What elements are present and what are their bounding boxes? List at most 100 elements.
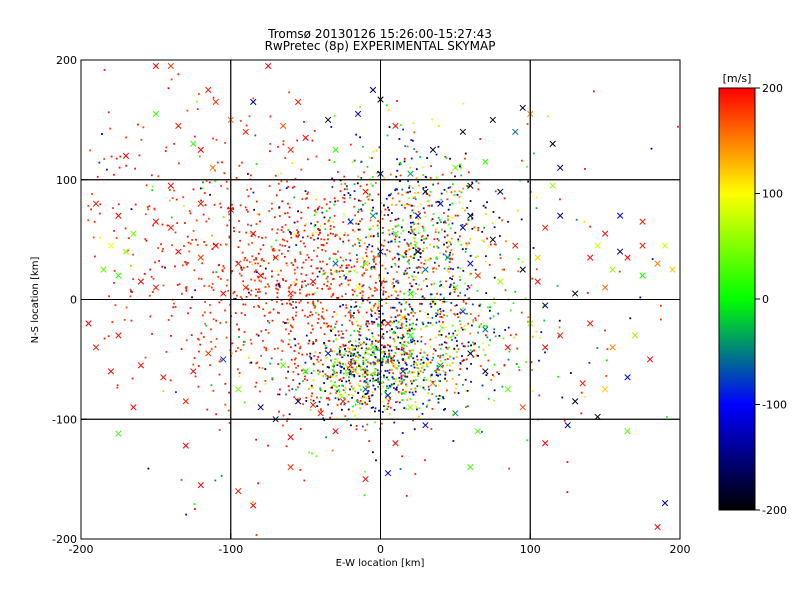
data-point-dot: [191, 239, 194, 241]
data-point-dot: [332, 292, 335, 295]
data-point-dot: [317, 318, 320, 320]
data-point-x: [542, 224, 549, 231]
data-point-dot: [214, 180, 217, 182]
data-point-dot: [350, 266, 353, 269]
data-point-dot: [520, 218, 523, 221]
data-point-dot: [317, 355, 320, 358]
data-point-dot: [293, 196, 296, 199]
data-point-dot: [382, 292, 385, 295]
data-point-dot: [377, 219, 380, 221]
data-point-dot: [419, 203, 422, 206]
data-point-dot: [384, 353, 386, 355]
data-point-x: [482, 326, 489, 333]
data-point-dot: [437, 309, 439, 312]
data-point-dot: [130, 319, 133, 322]
data-point-dot: [446, 314, 449, 317]
data-point-dot: [403, 390, 406, 393]
data-point-dot: [497, 312, 500, 315]
data-point-dot: [390, 265, 393, 268]
data-point-dot: [331, 449, 334, 452]
data-point-dot: [285, 322, 287, 324]
data-point-dot: [338, 379, 341, 382]
data-point-dot: [243, 341, 246, 343]
data-point-dot: [575, 218, 578, 221]
data-point-dot: [449, 355, 451, 358]
data-point-dot: [301, 198, 304, 200]
data-point-dot: [515, 333, 517, 336]
data-point-dot: [447, 208, 450, 211]
data-point-x: [107, 368, 115, 375]
data-point-dot: [398, 380, 401, 383]
data-point-dot: [238, 164, 241, 167]
data-point-dot: [298, 382, 301, 385]
data-point-dot: [378, 359, 381, 362]
data-point-dot: [390, 212, 393, 214]
data-point-dot: [451, 377, 454, 380]
data-point-dot: [330, 126, 333, 128]
data-point-dot: [359, 334, 362, 337]
data-point-dot: [245, 124, 248, 127]
data-point-dot: [417, 247, 420, 250]
data-point-dot: [219, 277, 222, 280]
data-point-dot: [316, 255, 319, 258]
data-point-x: [542, 302, 549, 309]
data-point-dot: [405, 250, 408, 252]
data-point-dot: [228, 422, 231, 424]
data-point-dot: [268, 210, 271, 212]
data-point-dot: [314, 351, 317, 354]
data-point-x: [220, 356, 227, 363]
data-point-dot: [464, 152, 467, 155]
data-point-dot: [472, 320, 475, 323]
data-point-dot: [352, 349, 355, 351]
data-point-dot: [446, 364, 449, 367]
data-point-dot: [302, 242, 305, 245]
data-point-dot: [441, 322, 444, 325]
data-point-dot: [373, 363, 375, 366]
data-point-dot: [381, 312, 384, 315]
data-point-dot: [422, 229, 425, 232]
data-point-dot: [428, 399, 431, 402]
data-point-dot: [304, 197, 307, 200]
data-point-dot: [371, 340, 374, 343]
data-point-dot: [337, 296, 340, 299]
data-point-dot: [339, 365, 342, 368]
data-point-dot: [235, 350, 237, 353]
data-point-dot: [401, 322, 403, 325]
data-point-dot: [344, 415, 347, 418]
data-point-dot: [187, 241, 190, 244]
data-point-dot: [383, 405, 385, 408]
data-point-dot: [361, 274, 364, 277]
data-point-dot: [306, 235, 309, 238]
data-point-dot: [468, 297, 471, 300]
data-point-dot: [364, 470, 367, 473]
data-point-dot: [359, 388, 362, 391]
data-point-dot: [429, 375, 432, 378]
data-point-dot: [397, 348, 400, 350]
data-point-dot: [566, 491, 569, 493]
data-point-x: [197, 481, 204, 489]
data-point-dot: [240, 266, 243, 269]
data-point-dot: [382, 231, 384, 234]
data-point-dot: [405, 324, 408, 327]
data-point-dot: [265, 347, 268, 350]
data-point-dot: [448, 265, 451, 268]
data-point-dot: [361, 342, 364, 345]
data-point-dot: [388, 233, 391, 236]
data-point-dot: [368, 322, 371, 325]
data-point-dot: [247, 356, 250, 359]
data-point-dot: [185, 289, 188, 292]
data-point-dot: [347, 279, 350, 282]
data-point-dot: [215, 413, 218, 416]
data-point-dot: [443, 300, 446, 303]
data-point-dot: [413, 237, 416, 240]
data-point-x: [549, 140, 556, 147]
data-point-dot: [409, 232, 412, 235]
data-point-dot: [264, 286, 267, 288]
data-point-x: [609, 344, 616, 351]
data-point-dot: [134, 167, 136, 170]
data-point-dot: [470, 380, 472, 383]
data-point-dot: [323, 419, 326, 422]
data-point-dot: [466, 288, 469, 291]
data-point-dot: [324, 323, 327, 326]
